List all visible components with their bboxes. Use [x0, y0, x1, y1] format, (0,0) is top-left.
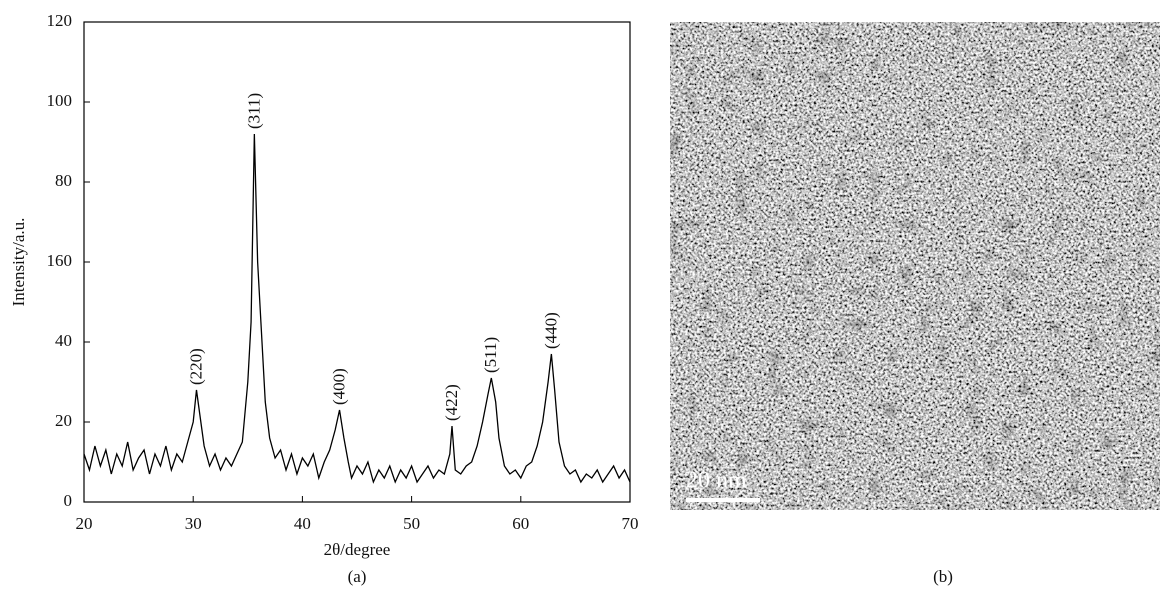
tem-image: 20 nm: [670, 22, 1160, 510]
xrd-line: [83, 133, 631, 484]
x-tick-label: 30: [185, 514, 202, 533]
y-tick-label: 0: [64, 491, 73, 510]
peak-label: (220): [186, 348, 205, 385]
x-tick-label: 20: [76, 514, 93, 533]
caption: (a): [348, 567, 367, 586]
x-tick-label: 50: [403, 514, 420, 533]
x-tick-label: 60: [512, 514, 529, 533]
tem-particles: [670, 22, 1160, 510]
y-axis-label: Intensity/a.u.: [9, 218, 28, 307]
x-tick-label: 40: [294, 514, 311, 533]
peak-label: (400): [329, 368, 348, 405]
scale-bar-label: 20 nm: [686, 468, 747, 494]
peak-label: (311): [244, 93, 263, 129]
plot-frame: [83, 21, 631, 503]
peak-label: (440): [541, 312, 560, 349]
y-tick-label: 80: [55, 171, 72, 190]
y-tick-label: 20: [55, 411, 72, 430]
x-tick-label: 70: [622, 514, 639, 533]
y-tick-label: 100: [47, 91, 73, 110]
y-tick-label: 160: [47, 251, 73, 270]
y-tick-label: 120: [47, 11, 73, 30]
caption: (b): [933, 567, 953, 586]
x-axis-label: 2θ/degree: [324, 540, 391, 559]
y-tick-label: 40: [55, 331, 72, 350]
peak-label: (422): [442, 384, 461, 421]
peak-label: (511): [481, 337, 500, 373]
